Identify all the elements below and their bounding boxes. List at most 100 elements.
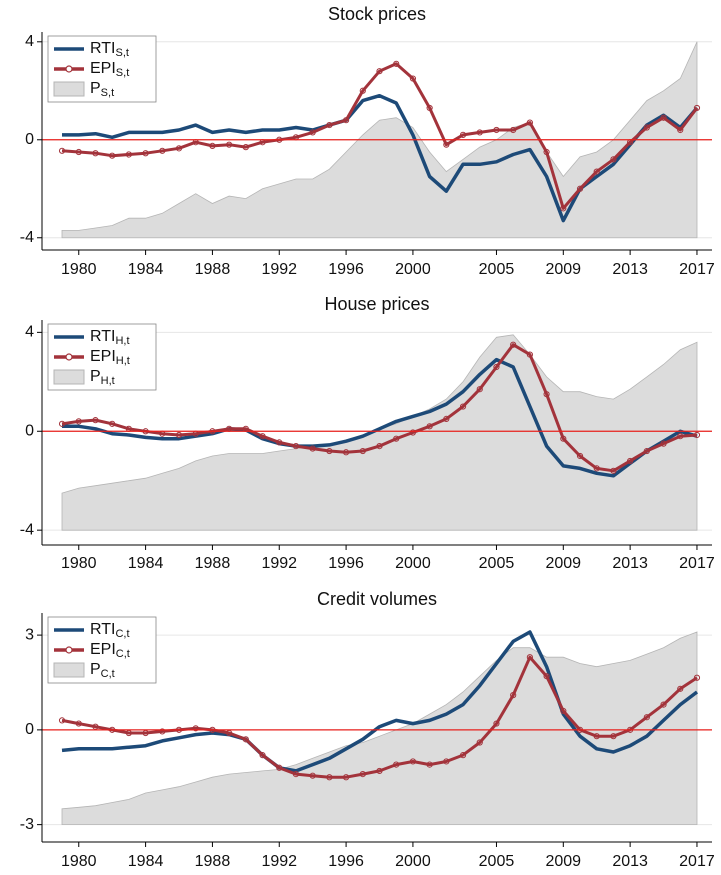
marker [526, 119, 533, 126]
marker [109, 420, 116, 427]
marker [693, 431, 701, 439]
marker [309, 772, 316, 779]
marker [409, 758, 417, 765]
legend-label: PH,t [90, 368, 115, 387]
legend-name: RTI [90, 40, 115, 57]
marker [443, 141, 450, 148]
marker [560, 435, 567, 442]
marker [58, 147, 66, 154]
marker [693, 104, 701, 112]
area [61, 631, 698, 826]
marker [209, 142, 216, 149]
y-tick-label: 0 [25, 422, 34, 439]
y-tick-label: -3 [20, 816, 34, 833]
marker [376, 767, 383, 775]
x-tick-label: 2013 [612, 853, 648, 870]
marker [175, 431, 183, 439]
marker [276, 439, 283, 446]
marker [326, 121, 333, 129]
legend-subscript: C,t [101, 668, 115, 680]
x-tick-label: 2013 [612, 261, 648, 278]
x-tick-label: 1988 [195, 555, 231, 572]
legend-name: EPI [90, 348, 116, 365]
marker [426, 761, 433, 768]
legend-marker [65, 646, 73, 654]
line [62, 357, 698, 478]
y-tick-label: 3 [25, 626, 34, 643]
marker [476, 129, 483, 136]
legend-swatch [53, 369, 85, 385]
marker [393, 761, 400, 768]
marker [75, 148, 82, 156]
x-tick-label: 2009 [545, 555, 581, 572]
x-tick-label: 1992 [261, 555, 297, 572]
marker [309, 445, 316, 452]
x-tick-label: 2000 [395, 555, 431, 572]
marker [459, 131, 467, 138]
marker [409, 429, 417, 436]
legend-label: RTIC,t [90, 621, 130, 640]
marker [393, 60, 400, 67]
marker [259, 752, 266, 759]
marker [593, 168, 600, 175]
marker [493, 126, 500, 134]
marker [92, 417, 99, 424]
chart-panel: Credit volumes -3 0 3 1980 1984 1988 1992 1996 20… [20, 589, 715, 870]
y-tick-label: -4 [20, 521, 34, 538]
marker [443, 758, 450, 765]
marker [643, 714, 650, 721]
marker [510, 341, 517, 348]
marker [677, 685, 684, 692]
marker [75, 418, 82, 425]
legend-name: P [90, 661, 101, 678]
marker [109, 152, 116, 159]
marker [359, 770, 366, 778]
x-tick-label: 2005 [479, 261, 515, 278]
marker [92, 150, 99, 157]
marker [510, 126, 517, 134]
legend-subscript: H,t [101, 375, 115, 387]
marker [459, 403, 467, 410]
chart-panel: Stock prices -4 0 4 1980 1984 1988 1992 1996 2000… [20, 4, 715, 278]
x-tick-label: 1984 [128, 555, 164, 572]
legend-name: P [90, 368, 101, 385]
x-tick-label: 1984 [128, 261, 164, 278]
marker [342, 774, 350, 781]
legend-name: EPI [90, 60, 116, 77]
marker [292, 770, 300, 778]
x-tick-label: 1992 [261, 853, 297, 870]
marker [443, 415, 450, 423]
x-tick-label: 1980 [61, 261, 97, 278]
legend-marker [65, 65, 73, 73]
marker [309, 129, 316, 136]
y-tick-label: -4 [20, 229, 34, 246]
marker [242, 736, 249, 743]
marker [610, 733, 617, 740]
line [61, 343, 698, 473]
marker [58, 420, 66, 427]
marker [576, 185, 584, 192]
marker [342, 449, 350, 456]
legend-name: EPI [90, 641, 116, 658]
marker [543, 148, 550, 156]
marker [660, 701, 667, 708]
legend-subscript: H,t [115, 335, 129, 347]
x-tick-label: 2000 [395, 261, 431, 278]
x-tick-label: 1988 [195, 853, 231, 870]
marker [476, 739, 483, 746]
marker [159, 728, 166, 735]
marker [476, 386, 483, 393]
marker [677, 433, 684, 440]
marker [242, 144, 249, 151]
marker [175, 145, 183, 152]
legend-label: EPIH,t [90, 348, 130, 367]
marker [560, 707, 567, 715]
legend-subscript: C,t [115, 628, 129, 640]
marker [426, 423, 433, 430]
marker [292, 442, 300, 450]
marker [643, 447, 650, 455]
marker [376, 68, 383, 75]
marker [593, 733, 600, 740]
x-tick-label: 1984 [128, 853, 164, 870]
